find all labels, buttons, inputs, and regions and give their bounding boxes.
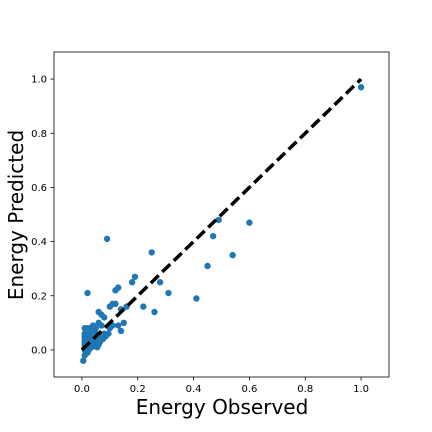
data-point [215,216,222,224]
data-point [151,308,158,316]
data-point [209,232,217,240]
y-tick-label: 1.0 [31,75,47,86]
x-axis-title: Energy Observed [136,395,309,419]
data-point [106,303,114,310]
axes-frame [53,51,390,378]
data-point [193,295,200,302]
data-point [95,319,102,327]
data-point [95,308,102,316]
x-tick-label: 0.8 [297,384,313,395]
data-point [84,349,91,356]
data-point [84,289,91,297]
data-point [80,357,87,364]
data-point [115,322,122,329]
y-tick-label: 0.0 [31,345,47,356]
data-point [81,325,88,332]
data-point [204,262,211,270]
data-point [128,279,136,286]
data-point [148,249,155,256]
y-tick-label: 0.4 [31,237,47,248]
data-point [246,219,253,226]
y-tick-label: 0.6 [31,183,47,194]
data-point [140,303,147,310]
x-tick-label: 0.4 [186,384,202,395]
data-point [120,319,127,327]
y-tick-label: 0.2 [31,291,47,302]
data-point [229,251,236,259]
data-point [87,327,94,335]
y-tick-label: 0.8 [31,129,47,140]
data-point [131,273,139,280]
data-point [103,235,111,243]
data-point [117,327,125,335]
data-point [165,289,172,297]
y-axis-title: Energy Predicted [4,130,28,300]
data-point [112,287,119,294]
x-tick-label: 0.2 [130,384,146,395]
plot-area: 0.0 0.2 0.4 0.6 0.8 1.0 0.0 0.2 0.4 0.6 0.8 1.0 [31,51,390,395]
x-tick-label: 1.0 [353,384,369,395]
x-tick-label: 0.6 [241,384,257,395]
data-point [156,279,164,286]
reference-line [80,77,363,352]
x-tick-label: 0.0 [74,384,90,395]
data-point [95,341,102,348]
data-point [357,84,365,91]
